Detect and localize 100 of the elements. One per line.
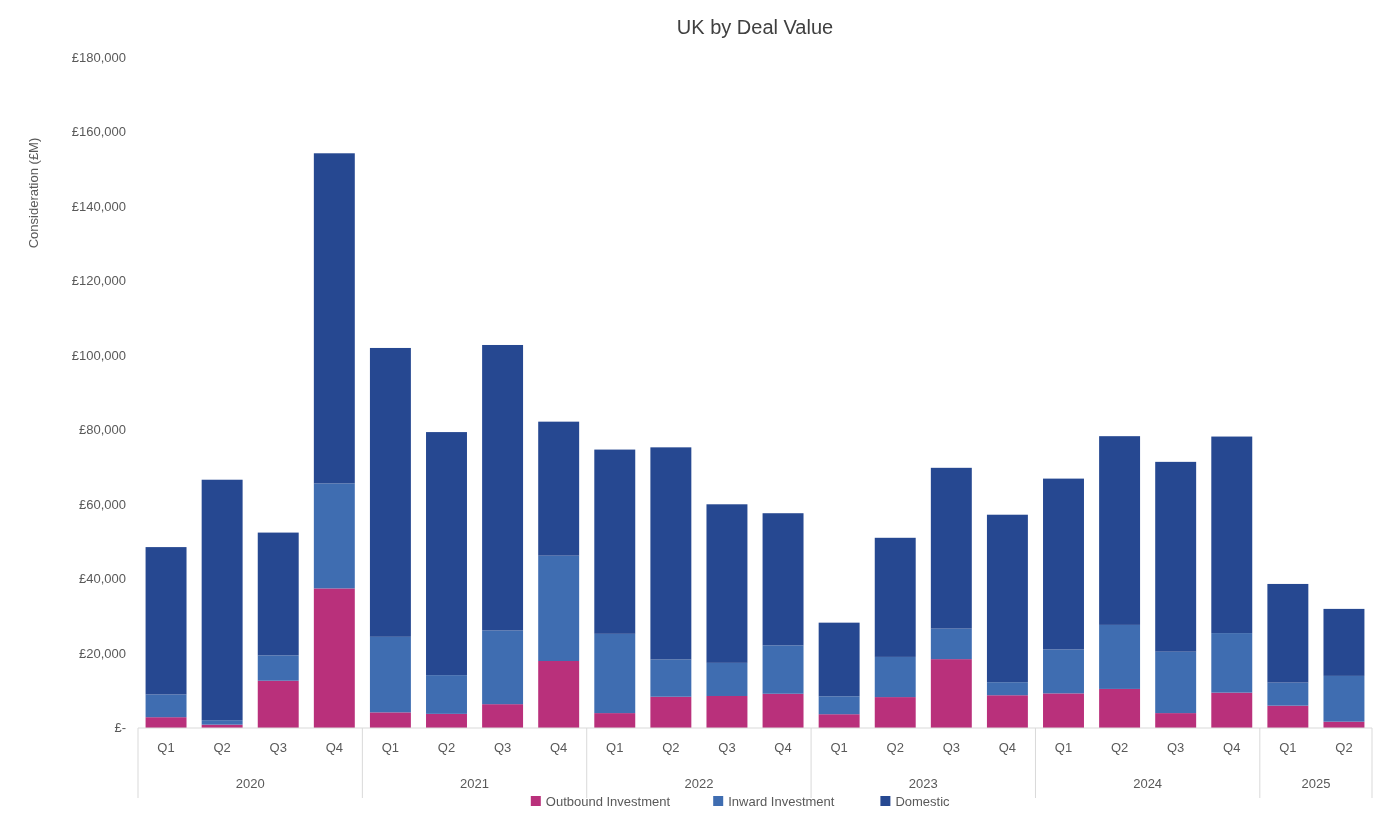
bar bbox=[986, 514, 1028, 683]
x-tick-label: Q2 bbox=[1335, 740, 1353, 755]
bar bbox=[257, 532, 299, 656]
bar bbox=[145, 694, 187, 718]
y-tick-label: £140,000 bbox=[71, 198, 126, 214]
y-axis-title: Consideration (£M) bbox=[26, 137, 41, 249]
legend-label: Outbound Investment bbox=[545, 794, 671, 809]
x-tick-label: Q3 bbox=[942, 740, 960, 755]
bar bbox=[874, 537, 916, 657]
x-tick-label: Q3 bbox=[493, 740, 512, 755]
bar bbox=[706, 662, 748, 696]
text: 2025 bbox=[1301, 776, 1331, 791]
bar bbox=[369, 347, 411, 637]
x-tick-label: Q4 bbox=[998, 740, 1017, 755]
bar bbox=[1267, 583, 1309, 683]
x-tick-label: Q3 bbox=[718, 740, 736, 755]
x-tick-label: Q3 bbox=[1167, 740, 1185, 755]
x-tick-label: Q4 bbox=[550, 740, 568, 755]
x-tick-label: Q1 bbox=[381, 740, 400, 755]
bar bbox=[426, 713, 467, 728]
bar bbox=[1323, 675, 1365, 722]
x-tick-label: Q4 bbox=[774, 740, 792, 755]
bar bbox=[538, 555, 580, 661]
x-tick-label: Q2 bbox=[1110, 740, 1129, 755]
y-tick-label: £20,000 bbox=[79, 645, 126, 661]
x-tick-label: Q1 bbox=[830, 740, 848, 755]
bar bbox=[538, 421, 580, 556]
bar bbox=[482, 704, 524, 728]
bar bbox=[1323, 608, 1365, 676]
x-tick-label: Q1 bbox=[157, 740, 175, 755]
text: 2021 bbox=[460, 776, 490, 791]
legend-label: Inward Investment bbox=[728, 794, 835, 809]
bar bbox=[257, 680, 299, 728]
x-tick-label: Q1 bbox=[1279, 740, 1297, 755]
text: 2022 bbox=[684, 776, 714, 791]
text: 2024 bbox=[1133, 776, 1163, 791]
bar bbox=[1211, 633, 1253, 693]
bar bbox=[145, 547, 187, 695]
text: 2020 bbox=[235, 776, 265, 791]
bar bbox=[1099, 436, 1141, 625]
bar bbox=[818, 696, 860, 715]
bar bbox=[482, 630, 524, 705]
y-tick-label: £40,000 bbox=[79, 571, 126, 587]
legend-label: Domestic bbox=[895, 794, 951, 809]
bar bbox=[201, 720, 243, 725]
bar bbox=[145, 717, 187, 728]
bar bbox=[1267, 705, 1309, 728]
bar bbox=[1043, 478, 1084, 650]
bar bbox=[1211, 436, 1253, 634]
y-tick-label: £120,000 bbox=[71, 273, 126, 289]
bar bbox=[426, 432, 467, 676]
bar bbox=[594, 713, 636, 728]
x-tick-label: Q3 bbox=[269, 740, 287, 755]
chart-title: UK by Deal Value bbox=[676, 16, 834, 38]
text: 2023 bbox=[908, 776, 938, 791]
bar bbox=[1043, 649, 1084, 694]
y-tick-label: £- bbox=[114, 720, 126, 735]
bar bbox=[818, 714, 860, 728]
bar bbox=[1155, 461, 1197, 652]
bar bbox=[706, 695, 748, 728]
x-tick-label: Q2 bbox=[886, 740, 904, 755]
bar bbox=[369, 636, 411, 713]
x-tick-label: Q1 bbox=[1054, 740, 1073, 755]
bar bbox=[706, 504, 748, 663]
x-tick-label: Q4 bbox=[1223, 740, 1241, 755]
bar bbox=[986, 695, 1028, 728]
bar bbox=[762, 693, 804, 728]
bar bbox=[369, 712, 411, 728]
x-tick-label: Q4 bbox=[325, 740, 343, 755]
bar bbox=[538, 661, 580, 728]
bar bbox=[594, 633, 636, 714]
bar bbox=[1099, 688, 1141, 728]
bar bbox=[313, 483, 355, 589]
bar bbox=[426, 675, 467, 714]
x-tick-label: Q2 bbox=[437, 740, 456, 755]
bar bbox=[986, 682, 1028, 696]
bar bbox=[930, 467, 972, 629]
y-tick-label: £100,000 bbox=[71, 347, 126, 363]
x-tick-label: Q2 bbox=[213, 740, 231, 755]
bar bbox=[1099, 624, 1141, 689]
bar bbox=[874, 697, 916, 728]
bar bbox=[594, 449, 636, 634]
bar bbox=[818, 622, 860, 697]
y-tick-label: £180,000 bbox=[71, 50, 126, 65]
y-tick-label: £160,000 bbox=[71, 124, 126, 140]
bar bbox=[482, 344, 524, 631]
bar bbox=[650, 659, 692, 697]
bar bbox=[1155, 651, 1197, 714]
bar bbox=[201, 479, 243, 721]
y-tick-label: £80,000 bbox=[79, 422, 126, 438]
bar bbox=[930, 659, 972, 728]
x-tick-label: Q1 bbox=[606, 740, 624, 755]
bar bbox=[930, 628, 972, 660]
bar bbox=[313, 588, 355, 728]
bar bbox=[1043, 693, 1084, 728]
x-tick-label: Q2 bbox=[662, 740, 680, 755]
bar bbox=[650, 696, 692, 728]
bar bbox=[650, 447, 692, 660]
bar bbox=[1211, 692, 1253, 728]
bar bbox=[257, 655, 299, 681]
